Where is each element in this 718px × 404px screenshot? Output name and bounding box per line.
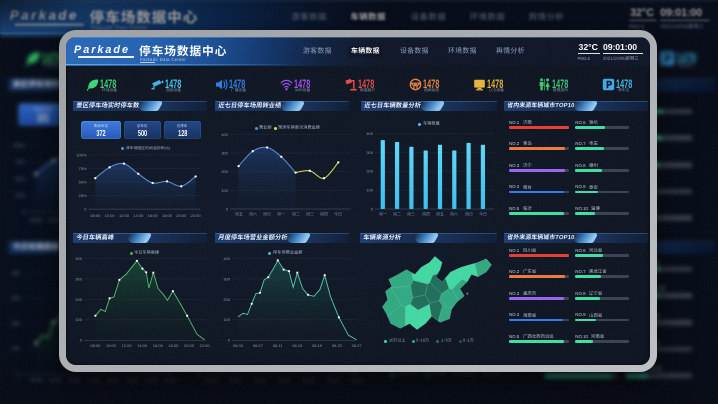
svg-text:12:00: 12:00: [122, 343, 133, 348]
svg-text:18:00: 18:00: [162, 213, 173, 218]
svg-text:100%: 100%: [76, 152, 87, 157]
svg-text:06.23: 06.23: [332, 343, 343, 348]
svg-text:50%: 50%: [78, 179, 86, 184]
svg-text:06.15: 06.15: [292, 343, 303, 348]
svg-text:200: 200: [75, 297, 82, 302]
svg-text:200: 200: [221, 169, 228, 174]
svg-text:0: 0: [80, 338, 83, 343]
svg-text:0: 0: [371, 206, 374, 211]
svg-text:06.03: 06.03: [233, 343, 244, 348]
svg-text:12:00: 12:00: [119, 213, 130, 218]
svg-text:08:00: 08:00: [90, 343, 101, 348]
svg-text:300: 300: [75, 276, 82, 281]
svg-text:200: 200: [366, 169, 373, 174]
svg-text:100: 100: [223, 317, 230, 322]
svg-text:20:00: 20:00: [184, 343, 195, 348]
svg-text:300: 300: [221, 150, 228, 155]
svg-text:14:00: 14:00: [137, 343, 148, 348]
svg-text:10:00: 10:00: [106, 343, 117, 348]
svg-text:16:00: 16:00: [153, 343, 164, 348]
svg-text:400: 400: [366, 131, 373, 136]
svg-text:400: 400: [75, 256, 82, 261]
svg-text:100: 100: [75, 317, 82, 322]
svg-text:100: 100: [366, 188, 373, 193]
svg-text:14:00: 14:00: [133, 213, 144, 218]
svg-text:18:00: 18:00: [168, 343, 179, 348]
svg-text:200: 200: [223, 297, 230, 302]
svg-text:08:00: 08:00: [90, 213, 101, 218]
svg-text:400: 400: [223, 256, 230, 261]
svg-text:16:00: 16:00: [148, 213, 159, 218]
svg-text:20:00: 20:00: [176, 213, 187, 218]
svg-text:06.27: 06.27: [352, 343, 363, 348]
svg-text:06.19: 06.19: [312, 343, 323, 348]
svg-text:100: 100: [221, 188, 228, 193]
svg-text:22:00: 22:00: [191, 213, 202, 218]
svg-text:10:00: 10:00: [105, 213, 116, 218]
svg-text:400: 400: [221, 132, 228, 137]
svg-text:22:00: 22:00: [200, 343, 211, 348]
svg-text:0: 0: [228, 338, 231, 343]
svg-text:0: 0: [84, 207, 87, 212]
svg-text:25%: 25%: [78, 193, 86, 198]
svg-text:300: 300: [366, 150, 373, 155]
svg-text:0: 0: [226, 206, 229, 211]
svg-text:06.07: 06.07: [253, 343, 264, 348]
svg-text:06.11: 06.11: [273, 343, 283, 348]
svg-text:75%: 75%: [78, 166, 86, 171]
svg-text:300: 300: [223, 276, 230, 281]
